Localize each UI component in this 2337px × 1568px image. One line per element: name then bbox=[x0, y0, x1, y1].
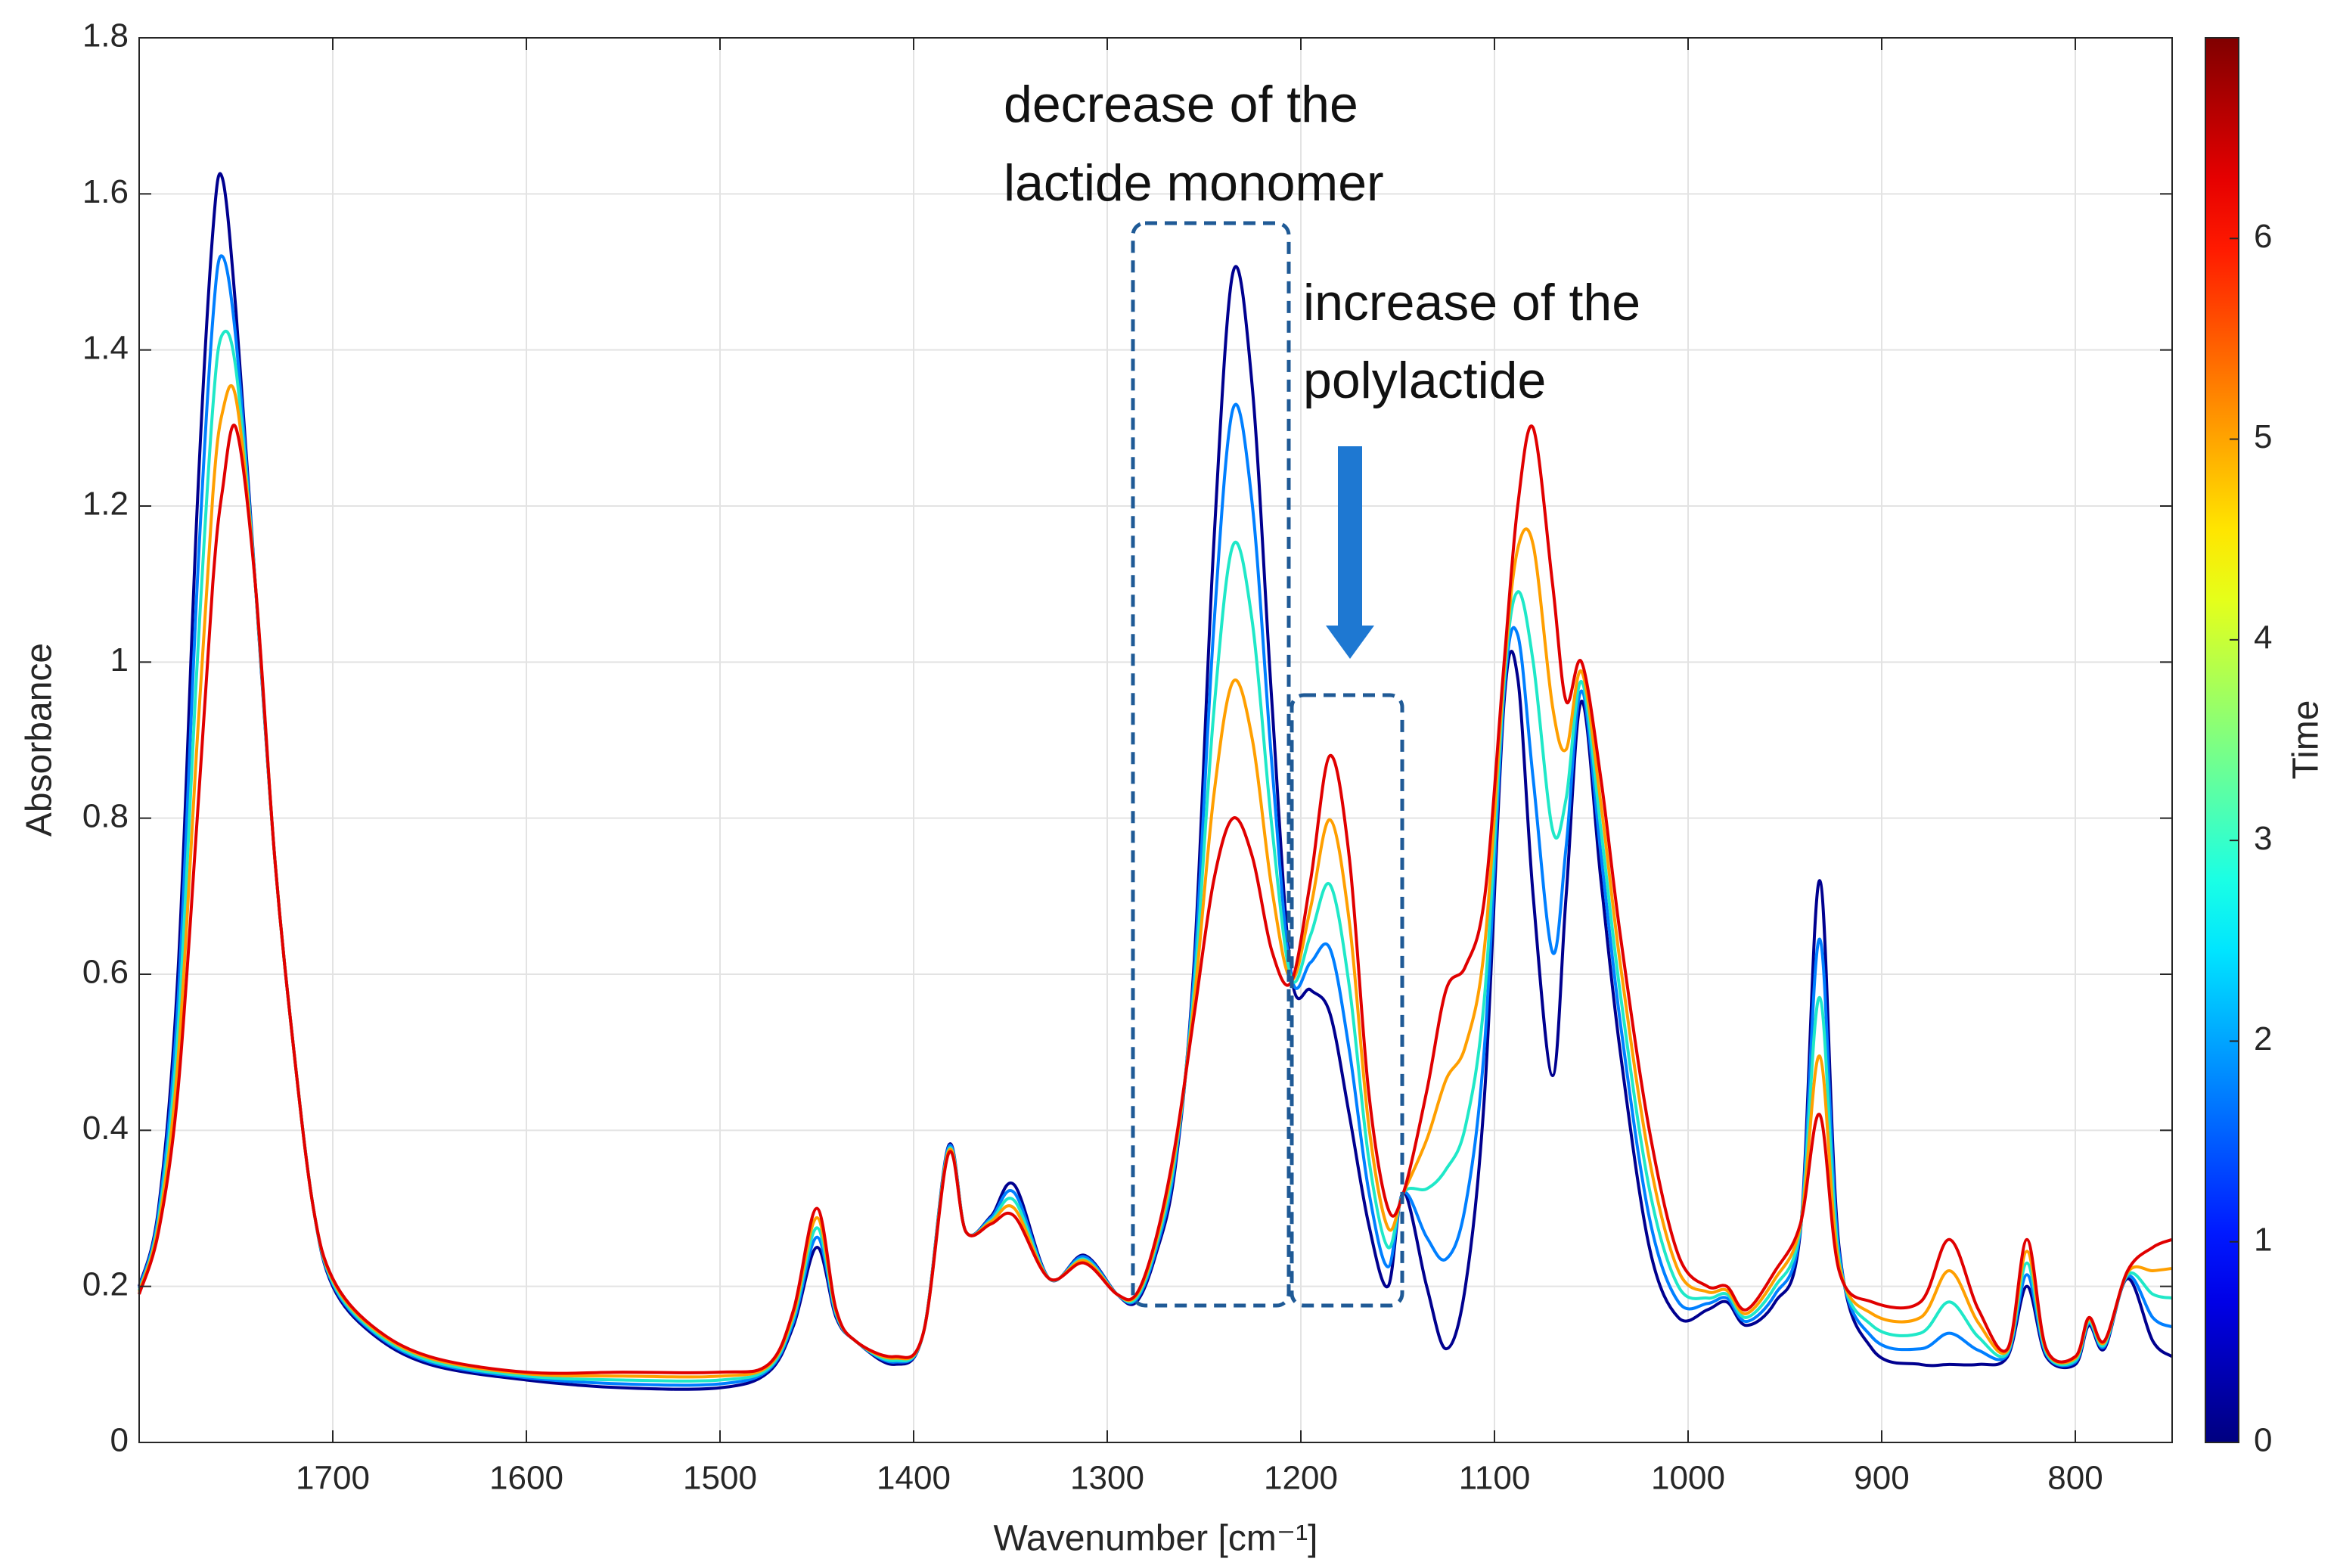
y-tick-label: 1 bbox=[110, 641, 129, 678]
annotation: increase of the bbox=[1303, 274, 1640, 331]
x-axis-label: Wavenumber [cm⁻¹] bbox=[994, 1519, 1318, 1559]
y-tick-label: 0.4 bbox=[82, 1110, 129, 1147]
annotation-box bbox=[1290, 693, 1404, 1308]
arrow-shaft bbox=[1338, 446, 1362, 626]
spectrum-line bbox=[138, 424, 2173, 1375]
spectrum-line bbox=[138, 383, 2173, 1379]
spectrum-line bbox=[138, 330, 2173, 1383]
x-tick-label: 1700 bbox=[296, 1460, 370, 1497]
lines bbox=[138, 172, 2174, 1391]
x-tick-label: 1600 bbox=[489, 1460, 563, 1497]
colorbar bbox=[2205, 37, 2239, 1443]
arrow-head bbox=[1326, 626, 1374, 659]
annotation-box bbox=[1131, 221, 1291, 1308]
y-axis-label: Absorbance bbox=[20, 643, 60, 837]
y-tick-label: 1.4 bbox=[82, 329, 129, 366]
y-tick-label: 1.2 bbox=[82, 486, 129, 523]
colorbar-label: Time bbox=[2286, 700, 2326, 780]
grid bbox=[139, 37, 2172, 1443]
colorbar-tick-label: 5 bbox=[2254, 418, 2272, 455]
spectrum-line bbox=[138, 172, 2174, 1391]
y-tick-label: 0.2 bbox=[82, 1265, 129, 1303]
axes-box bbox=[138, 37, 2173, 1443]
colorbar-tick-label: 6 bbox=[2254, 218, 2272, 255]
y-tick-label: 0 bbox=[110, 1422, 129, 1459]
colorbar-tick-label: 1 bbox=[2254, 1221, 2272, 1258]
x-tick-label: 1400 bbox=[877, 1460, 951, 1497]
x-tick-label: 900 bbox=[1854, 1460, 1909, 1497]
x-tick-label: 1200 bbox=[1264, 1460, 1338, 1497]
spectrum-line bbox=[138, 254, 2173, 1387]
y-tick-label: 0.6 bbox=[82, 954, 129, 991]
colorbar-tick-label: 3 bbox=[2254, 820, 2272, 857]
annotation: decrease of the bbox=[1004, 76, 1358, 133]
y-tick-label: 0.8 bbox=[82, 797, 129, 834]
y-tick-label: 1.8 bbox=[82, 17, 129, 54]
x-tick-label: 1300 bbox=[1070, 1460, 1144, 1497]
x-tick-label: 800 bbox=[2047, 1460, 2103, 1497]
colorbar-tick-label: 4 bbox=[2254, 619, 2272, 656]
x-tick-label: 1000 bbox=[1651, 1460, 1725, 1497]
colorbar-tick-label: 2 bbox=[2254, 1020, 2272, 1057]
x-tick-label: 1500 bbox=[683, 1460, 757, 1497]
y-tick-label: 1.6 bbox=[82, 173, 129, 210]
colorbar-tick-label: 0 bbox=[2254, 1422, 2272, 1459]
x-tick-label: 1100 bbox=[1459, 1460, 1531, 1497]
annotation: lactide monomer bbox=[1004, 154, 1384, 212]
annotation: polylactide bbox=[1303, 352, 1546, 409]
